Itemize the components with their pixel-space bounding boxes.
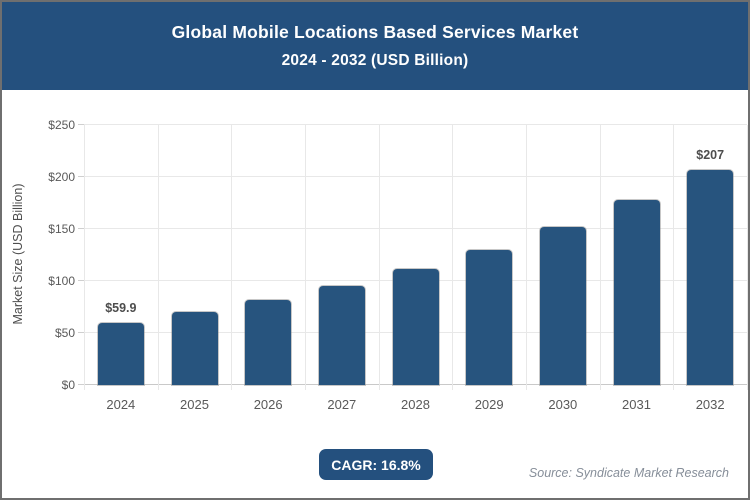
bar-2026 <box>245 300 292 385</box>
x-axis-label-2030: 2030 <box>548 397 578 412</box>
x-axis-label-2025: 2025 <box>180 397 209 412</box>
bar-value-label-2024: $59.9 <box>105 300 137 315</box>
bar-2030 <box>539 226 586 385</box>
gridline-horizontal <box>84 228 747 229</box>
gridline-vertical <box>526 125 527 390</box>
bar-value-label-2032: $207 <box>696 147 725 162</box>
bar-2025 <box>171 312 218 385</box>
y-axis-tick-label: $200 <box>48 170 75 184</box>
y-axis-tick-label: $150 <box>48 222 75 236</box>
gridline-vertical <box>305 125 306 390</box>
y-axis-tick <box>78 176 84 177</box>
gridline-vertical <box>452 125 454 390</box>
gridline-horizontal <box>84 124 747 125</box>
y-axis-tick-label: $0 <box>61 378 75 392</box>
gridline-horizontal <box>84 176 747 177</box>
y-axis-tick-label: $250 <box>48 118 75 132</box>
y-axis-tick-label: $100 <box>48 274 75 288</box>
x-axis-label-2026: 2026 <box>253 397 283 412</box>
gridline-vertical <box>157 125 159 390</box>
y-axis-tick <box>78 228 84 229</box>
x-axis-label-2029: 2029 <box>474 397 504 412</box>
y-axis-tick-label: $50 <box>54 326 75 340</box>
source-attribution: Source: Syndicate Market Research <box>528 466 729 480</box>
x-axis-label-2027: 2027 <box>327 397 357 412</box>
cagr-badge: CAGR: 16.8% <box>319 449 433 480</box>
x-axis-label-2024: 2024 <box>106 397 136 412</box>
y-axis-tick <box>78 332 84 333</box>
x-axis-label-2032: 2032 <box>695 397 725 412</box>
chart-title: Global Mobile Locations Based Services M… <box>171 22 579 42</box>
bar-2024 <box>97 322 144 385</box>
x-axis-label-2028: 2028 <box>401 397 430 412</box>
gridline-vertical <box>599 125 601 390</box>
bar-2027 <box>318 285 365 385</box>
gridline-vertical <box>84 125 85 390</box>
y-axis-tick <box>78 280 84 281</box>
y-axis-tick <box>78 124 84 125</box>
bar-2031 <box>613 200 660 385</box>
gridline-vertical <box>747 125 748 390</box>
plot-area: $0 $50 $100 $150 $200 $250 2024 $59.9 2025 2026 20… <box>48 118 748 412</box>
chart-header: Global Mobile Locations Based Services M… <box>2 2 748 90</box>
x-axis-label-2031: 2031 <box>622 397 651 412</box>
bar-2029 <box>466 249 513 385</box>
y-axis-tick <box>78 384 84 385</box>
bar-2032 <box>687 169 734 385</box>
gridline-vertical <box>378 125 380 390</box>
chart-subtitle: 2024 - 2032 (USD Billion) <box>281 52 469 69</box>
gridline-vertical <box>231 125 233 390</box>
y-axis-title: Market Size (USD Billion) <box>11 183 25 325</box>
gridline-vertical <box>673 125 675 390</box>
bar-2028 <box>392 269 439 385</box>
